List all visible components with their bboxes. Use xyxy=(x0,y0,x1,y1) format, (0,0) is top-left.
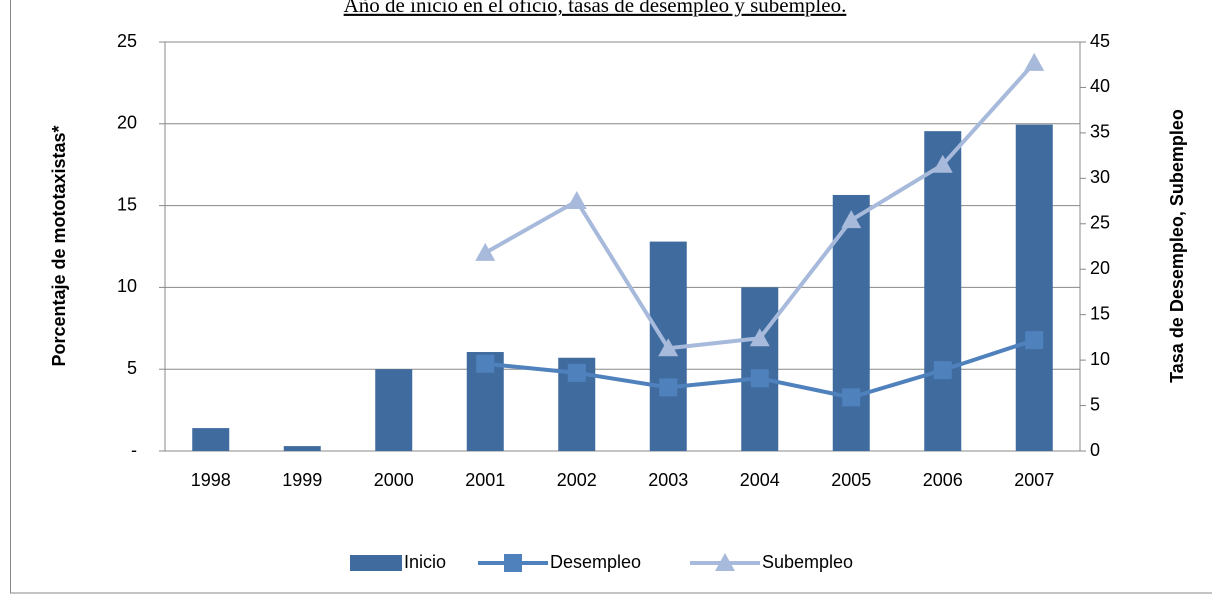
y2-tick-label: 35 xyxy=(1090,122,1110,142)
marker xyxy=(842,388,861,407)
y2-tick-label: 45 xyxy=(1090,31,1110,51)
y2-tick-label: 20 xyxy=(1090,258,1110,278)
x-tick-label: 2003 xyxy=(648,470,688,490)
bar xyxy=(832,194,870,451)
y2-tick-label: 0 xyxy=(1090,440,1100,460)
marker xyxy=(566,191,587,210)
marker xyxy=(749,328,770,347)
y2-tick-label: 10 xyxy=(1090,349,1110,369)
bar xyxy=(741,287,779,451)
legend-marker xyxy=(715,553,735,571)
marker xyxy=(658,338,679,357)
y2-tick-label: 15 xyxy=(1090,303,1110,323)
marker xyxy=(750,369,769,388)
bar xyxy=(192,428,230,451)
legend-swatch xyxy=(350,555,402,571)
bar xyxy=(375,369,413,451)
chart-frame xyxy=(10,0,1212,594)
legend-label: Desempleo xyxy=(550,552,641,572)
y-axis-title: Porcentaje de mototaxistas* xyxy=(49,125,69,366)
marker xyxy=(1025,331,1044,350)
x-tick-label: 2005 xyxy=(831,470,871,490)
legend-label: Inicio xyxy=(404,552,446,572)
x-tick-label: 1998 xyxy=(191,470,231,490)
marker xyxy=(476,354,495,373)
chart-title: Año de inicio en el oficio, tasas de des… xyxy=(344,0,847,17)
marker xyxy=(475,242,496,261)
marker xyxy=(933,361,952,380)
x-tick-label: 2006 xyxy=(923,470,963,490)
y-tick-label: 5 xyxy=(127,358,137,378)
bar xyxy=(924,131,962,452)
y2-tick-label: 5 xyxy=(1090,394,1100,414)
y2-tick-label: 30 xyxy=(1090,167,1110,187)
legend-marker xyxy=(504,554,522,572)
x-tick-label: 2001 xyxy=(465,470,505,490)
x-tick-label: 2000 xyxy=(374,470,414,490)
marker xyxy=(1024,52,1045,71)
x-tick-label: 2007 xyxy=(1014,470,1054,490)
legend-label: Subempleo xyxy=(762,552,853,572)
marker xyxy=(841,210,862,229)
y2-tick-label: 40 xyxy=(1090,76,1110,96)
y-tick-label: 10 xyxy=(117,276,137,296)
marker xyxy=(932,154,953,173)
y-tick-label: 25 xyxy=(117,31,137,51)
bar xyxy=(1015,124,1053,452)
y-tick-label: 15 xyxy=(117,194,137,214)
y2-axis-title: Tasa de Desempleo, Subempleo xyxy=(1167,109,1187,383)
y-tick-label: - xyxy=(131,440,137,460)
marker xyxy=(659,378,678,397)
x-tick-label: 2002 xyxy=(557,470,597,490)
marker xyxy=(567,363,586,382)
y2-tick-label: 25 xyxy=(1090,213,1110,233)
y-tick-label: 20 xyxy=(117,113,137,133)
x-tick-label: 1999 xyxy=(282,470,322,490)
bar xyxy=(283,446,321,451)
x-tick-label: 2004 xyxy=(740,470,780,490)
